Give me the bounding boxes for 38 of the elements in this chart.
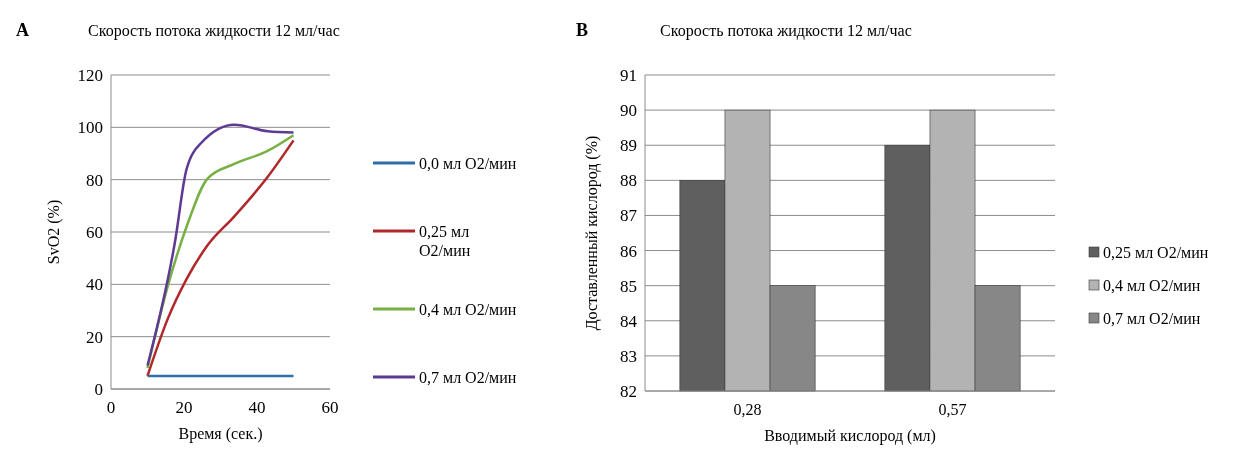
x-tick-label: 0,57	[938, 401, 967, 418]
y-tick-label: 85	[620, 276, 637, 296]
x-tick-label: 40	[248, 398, 266, 417]
legend-label: 0,25 мл O2/мин	[419, 222, 471, 259]
y-tick-label: 120	[77, 65, 103, 85]
y-tick-label: 90	[620, 101, 637, 121]
text: A	[16, 20, 29, 40]
y-tick-label: 100	[77, 118, 103, 138]
x-tick-label: 0,28	[733, 401, 762, 418]
y-axis-title: Доставленный кислород (%)	[583, 135, 601, 331]
y-tick-label: 91	[620, 65, 637, 85]
legend-label: 0,7 мл O2/мин	[1103, 309, 1201, 327]
legend-label: 0,4 мл O2/мин	[1103, 276, 1201, 294]
legend-label: 0,7 мл O2/мин	[419, 368, 517, 386]
text: B	[576, 20, 589, 40]
x-tick-label: 20	[175, 398, 193, 417]
x-axis-title: Вводимый кислород (мл)	[764, 427, 936, 445]
x-tick-label: 60	[321, 398, 339, 417]
y-tick-label: 82	[620, 381, 637, 401]
y-tick-label: 20	[86, 327, 103, 347]
y-axis-title: SvO2 (%)	[45, 199, 63, 265]
x-axis-title: Время (сек.)	[178, 425, 263, 443]
chart-title: Скорость потока жидкости 12 мл/час	[660, 22, 912, 40]
y-tick-label: 87	[620, 206, 638, 226]
y-tick-label: 89	[620, 136, 637, 156]
chart-title: Скорость потока жидкости 12 мл/час	[88, 22, 340, 40]
y-tick-label: 60	[86, 222, 103, 242]
legend-label: 0,4 мл O2/мин	[419, 300, 517, 318]
legend-label: 0,0 мл O2/мин	[419, 154, 517, 172]
y-tick-label: 84	[620, 311, 638, 331]
y-tick-label: 86	[620, 241, 637, 261]
legend-label: 0,25 мл O2/мин	[1103, 243, 1209, 261]
y-tick-label: 40	[86, 275, 103, 295]
x-tick-label: 0	[106, 398, 116, 417]
y-tick-label: 0	[94, 379, 103, 399]
y-tick-label: 88	[620, 171, 637, 191]
y-tick-label: 83	[620, 346, 637, 366]
y-tick-label: 80	[86, 170, 103, 190]
